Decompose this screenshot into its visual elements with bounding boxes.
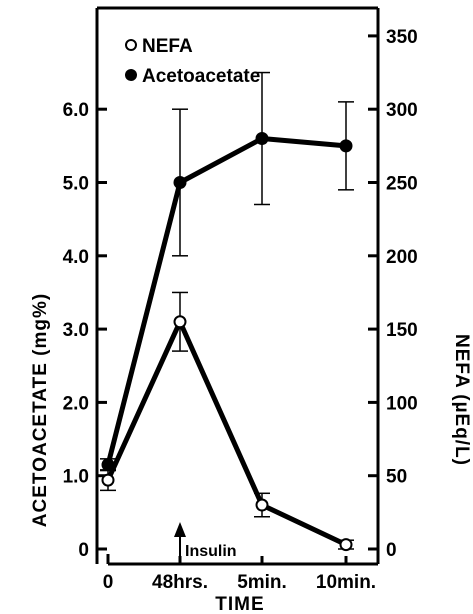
axes-frame (95, 6, 380, 566)
data-point-acetoacetate (173, 176, 187, 189)
legend-label-acetoacetate: Acetoacetate (142, 66, 260, 87)
left-tick-label: 6.0 (63, 100, 89, 121)
legend: NEFA Acetoacetate (125, 36, 260, 87)
y-left-axis-title: ACETOACETATE (mg%) (30, 293, 51, 527)
insulin-arrow-head (174, 522, 186, 537)
right-tick-label: 0 (386, 540, 397, 561)
left-tick-label: 0 (78, 540, 89, 561)
data-point-acetoacetate (101, 458, 115, 472)
right-tick-label: 150 (386, 320, 418, 341)
right-axis-ticks: 0 50 100 150 200 250 300 350 (368, 27, 418, 561)
legend-marker-acetoacetate (125, 69, 137, 81)
y-right-axis-title: NEFA (µEq/L) (451, 334, 472, 466)
series-line-nefa (105, 319, 348, 547)
x-tick-label: 0 (103, 572, 114, 593)
left-tick-label: 1.0 (63, 467, 89, 488)
series-line-acetoacetate (105, 136, 347, 466)
legend-marker-nefa (125, 39, 137, 51)
left-tick-label: 3.0 (63, 320, 89, 341)
right-tick-label: 250 (386, 174, 418, 195)
right-tick-label: 200 (386, 247, 418, 268)
left-tick-label: 5.0 (63, 174, 89, 195)
x-axis-ticks: 0 48hrs. 5min. 10min. (103, 556, 376, 593)
data-point-nefa (173, 315, 187, 329)
right-tick-label: 300 (386, 100, 418, 121)
right-tick-label: 350 (386, 27, 418, 48)
data-point-nefa (339, 538, 353, 552)
left-tick-label: 2.0 (63, 393, 89, 414)
data-point-acetoacetate (339, 139, 353, 153)
right-tick-label: 100 (386, 393, 418, 414)
x-tick-label: 48hrs. (152, 572, 208, 593)
x-tick-label: 5min. (237, 572, 287, 593)
data-point-nefa (101, 473, 115, 487)
legend-label-nefa: NEFA (142, 36, 193, 57)
insulin-label: Insulin (185, 543, 237, 560)
x-tick-label: 10min. (316, 572, 376, 593)
left-tick-label: 4.0 (63, 247, 89, 268)
series-layer (100, 71, 354, 552)
x-axis-title: TIME (215, 594, 264, 614)
data-point-acetoacetate (255, 132, 269, 146)
right-tick-label: 50 (386, 467, 407, 488)
data-point-nefa (255, 498, 269, 512)
left-axis-ticks: 0 1.0 2.0 3.0 4.0 5.0 6.0 (63, 100, 107, 561)
insulin-annotation: Insulin (174, 522, 237, 560)
